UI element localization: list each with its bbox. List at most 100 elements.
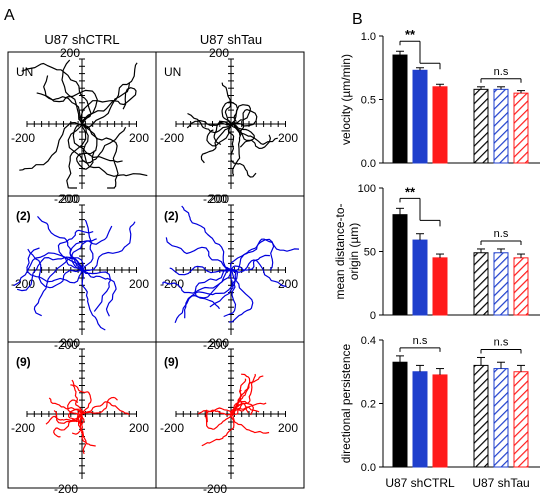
track-axes: 200 -200 -200 200 200 -200 -200 200 200 -200 -200 2… bbox=[11, 46, 298, 496]
axis-label-bottom: -200 bbox=[54, 482, 78, 496]
cell-track bbox=[81, 396, 118, 415]
cell-track bbox=[230, 402, 267, 415]
bar-u87-shtau-2 bbox=[493, 368, 509, 468]
row-label-9-right: (9) bbox=[164, 355, 179, 369]
significance-label: ** bbox=[405, 27, 416, 42]
y-tick-label: 100 bbox=[358, 183, 376, 195]
bar-u87-shctrl-3 bbox=[432, 374, 448, 468]
significance-label: n.s bbox=[413, 335, 428, 347]
bar-u87-shtau-2 bbox=[493, 88, 509, 164]
cell-track bbox=[169, 265, 232, 276]
axis-label-top: 200 bbox=[209, 46, 229, 60]
cell-track bbox=[71, 225, 113, 271]
cell-track bbox=[197, 409, 232, 416]
cell-track bbox=[230, 254, 270, 271]
cell-track bbox=[76, 409, 86, 425]
row-label-2-right: (2) bbox=[164, 209, 179, 223]
y-tick-label: 50 bbox=[364, 247, 376, 259]
axis-label-top: 200 bbox=[209, 192, 229, 206]
significance-label: n.s bbox=[494, 66, 509, 78]
cell-track bbox=[81, 123, 119, 189]
cell-track bbox=[162, 269, 232, 294]
bar-charts: 0.0 0.5 1.0 velocity (µm/min) ** n.s 0 50 100 mea… bbox=[333, 27, 540, 490]
axis-label-top: 200 bbox=[60, 46, 80, 60]
cell-track bbox=[184, 269, 233, 319]
y-axis-label: origin (µm) bbox=[347, 223, 361, 281]
axis-label-right: 200 bbox=[129, 277, 149, 291]
bar-u87-shtau-3 bbox=[513, 92, 529, 164]
cell-track bbox=[81, 123, 148, 177]
cell-track bbox=[68, 408, 83, 422]
cell-track bbox=[80, 87, 137, 125]
significance-label: n.s bbox=[494, 336, 509, 348]
cell-track bbox=[230, 259, 287, 288]
cell-track bbox=[81, 269, 111, 312]
y-tick-label: 0.2 bbox=[361, 399, 376, 411]
cell-track bbox=[81, 269, 117, 317]
bar-u87-shtau-1 bbox=[473, 252, 489, 316]
cell-track bbox=[78, 413, 96, 447]
y-tick-label: 0.0 bbox=[361, 158, 376, 170]
cell-track bbox=[19, 122, 83, 171]
cell-track bbox=[227, 123, 257, 178]
cell-track bbox=[187, 112, 232, 134]
cell-track bbox=[230, 123, 255, 148]
bar-u87-shctrl-2 bbox=[412, 239, 428, 316]
axis-label-right: 200 bbox=[129, 131, 149, 145]
row-label-un-right: UN bbox=[164, 65, 181, 79]
bar-u87-shctrl-1 bbox=[392, 214, 408, 316]
significance-label: n.s bbox=[494, 228, 509, 240]
cell-track bbox=[33, 257, 83, 317]
column-title-shtau: U87 shTau bbox=[200, 32, 262, 47]
cell-track bbox=[16, 256, 84, 292]
cell-track bbox=[67, 123, 127, 164]
axis-label-right: 200 bbox=[278, 421, 298, 435]
cell-track bbox=[230, 238, 275, 271]
bar-u87-shtau-3 bbox=[513, 257, 529, 316]
bar-u87-shtau-1 bbox=[473, 88, 489, 164]
cell-track bbox=[186, 120, 232, 129]
cell-track bbox=[71, 379, 92, 415]
cell-track bbox=[230, 389, 243, 415]
axis-label-top: 200 bbox=[60, 192, 80, 206]
column-title-shctrl: U87 shCTRL bbox=[44, 32, 119, 47]
y-axis-label: mean distance-to- bbox=[333, 203, 347, 299]
cell-track bbox=[200, 123, 232, 164]
cell-track bbox=[228, 269, 254, 323]
y-tick-label: 0 bbox=[370, 310, 376, 322]
significance-label: ** bbox=[405, 184, 416, 199]
cell-track bbox=[223, 269, 237, 318]
bar-u87-shtau-3 bbox=[513, 371, 529, 468]
y-tick-label: 1.0 bbox=[361, 31, 376, 43]
cell-track bbox=[43, 75, 83, 125]
cell-track bbox=[221, 82, 232, 125]
y-axis-label: velocity (µm/min) bbox=[339, 54, 353, 145]
cell-track bbox=[181, 205, 232, 271]
cell-track bbox=[37, 216, 83, 271]
cell-track bbox=[205, 409, 232, 430]
track-axis-cross: 200-200-200 200 bbox=[11, 46, 149, 206]
cell-track bbox=[72, 123, 123, 163]
bar-u87-shctrl-1 bbox=[392, 54, 408, 164]
axis-label-bottom: -200 bbox=[203, 338, 227, 352]
bar-u87-shctrl-2 bbox=[412, 69, 428, 164]
cell-track bbox=[194, 268, 232, 310]
row-label-9-left: (9) bbox=[16, 355, 31, 369]
track-axis-cross: 200-200-200 200 bbox=[160, 336, 298, 496]
bar-chart-2: 0 50 100 mean distance-to-origin (µm) ** n.s bbox=[333, 183, 540, 322]
axis-label-left: -200 bbox=[11, 421, 35, 435]
cell-track bbox=[81, 82, 131, 129]
bar-chart-3: 0.0 0.2 0.4 directional persistence n.s n.s U8… bbox=[339, 335, 540, 490]
axis-label-bottom: -200 bbox=[203, 482, 227, 496]
axis-label-right: 200 bbox=[278, 277, 298, 291]
x-category-label: U87 shCTRL bbox=[385, 476, 455, 490]
cell-track bbox=[201, 413, 235, 447]
cell-track bbox=[76, 123, 98, 170]
axis-label-left: -200 bbox=[160, 421, 184, 435]
track-axis-cross: 200-200-200 200 bbox=[11, 192, 149, 352]
cell-track bbox=[230, 413, 270, 434]
axis-label-left: -200 bbox=[160, 131, 184, 145]
cell-track bbox=[69, 238, 97, 271]
cell-track bbox=[21, 62, 92, 125]
